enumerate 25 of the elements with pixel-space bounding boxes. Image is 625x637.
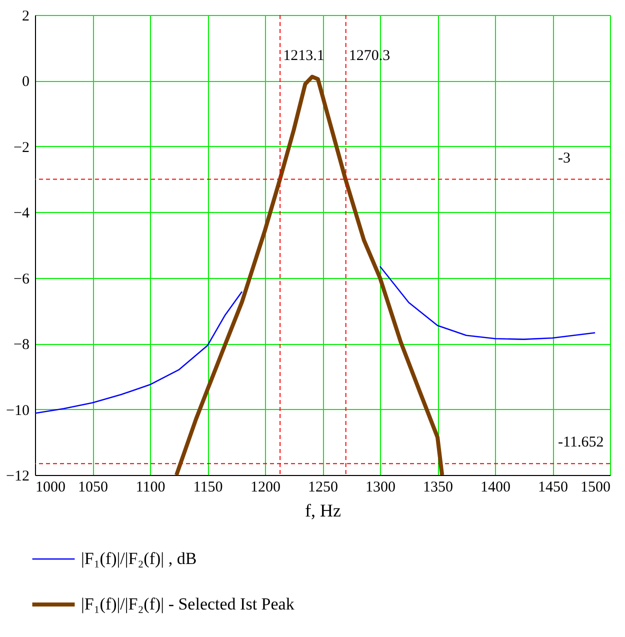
y-tick-label: −2 bbox=[14, 140, 30, 156]
x-tick-label: 1150 bbox=[193, 480, 223, 496]
x-tick-label: 1200 bbox=[250, 480, 280, 496]
x-tick-label: 1250 bbox=[308, 480, 338, 496]
y-tick-label: −6 bbox=[14, 271, 30, 288]
x-tick-label: 1000 bbox=[36, 480, 66, 496]
x-tick-label: 1400 bbox=[480, 480, 510, 496]
y-tick-label: −12 bbox=[6, 468, 30, 484]
legend-label: |F₁(f)|/|F₂(f)| , dB bbox=[81, 549, 197, 568]
ref-line-label: -3 bbox=[558, 150, 570, 166]
y-tick-label: −4 bbox=[14, 206, 30, 222]
x-tick-label: 1050 bbox=[78, 480, 108, 496]
legend-label: |F₁(f)|/|F₂(f)| - Selected Ist Peak bbox=[81, 594, 295, 614]
line-series bbox=[174, 74, 444, 477]
y-tick-label: −10 bbox=[6, 402, 30, 419]
ref-line-label: -11.652 bbox=[558, 434, 604, 451]
x-tick-label: 1350 bbox=[423, 480, 453, 496]
x-tick-label: 1300 bbox=[366, 480, 396, 496]
y-tick-label: 0 bbox=[22, 74, 30, 90]
x-tick-label: 1500 bbox=[580, 480, 610, 496]
x-axis-title: f, Hz bbox=[305, 500, 341, 520]
x-tick-label: 1100 bbox=[136, 480, 166, 496]
x-tick-label: 1450 bbox=[538, 480, 568, 496]
y-tick-label: 2 bbox=[22, 8, 30, 24]
y-tick-label: −8 bbox=[14, 337, 30, 354]
